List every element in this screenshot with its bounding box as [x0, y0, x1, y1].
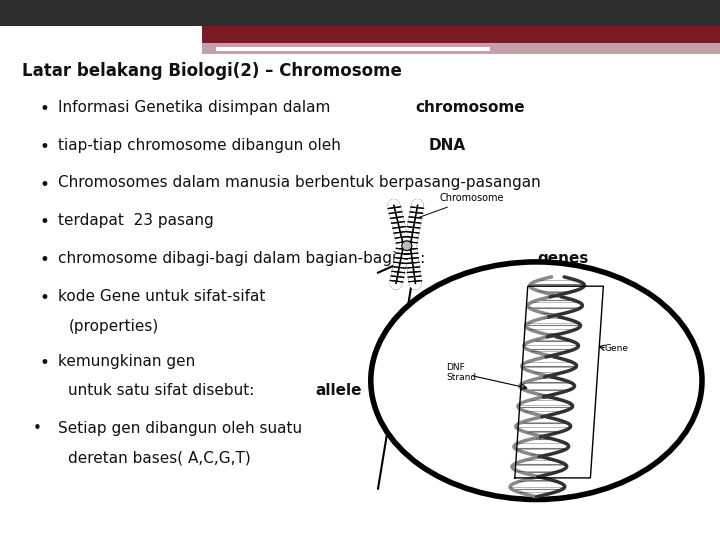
FancyBboxPatch shape — [0, 0, 720, 26]
Text: kemungkinan gen: kemungkinan gen — [58, 354, 195, 369]
Ellipse shape — [371, 262, 702, 500]
Text: Informasi Genetika disimpan dalam: Informasi Genetika disimpan dalam — [58, 100, 335, 115]
Text: untuk satu sifat disebut:: untuk satu sifat disebut: — [68, 383, 260, 399]
FancyBboxPatch shape — [202, 43, 720, 54]
Text: kode Gene untuk sifat-sifat: kode Gene untuk sifat-sifat — [58, 289, 265, 304]
Text: •: • — [40, 354, 50, 372]
Text: •: • — [40, 251, 50, 269]
Text: DNF
Strand: DNF Strand — [446, 363, 477, 382]
Text: •: • — [40, 176, 50, 193]
Text: Latar belakang Biologi(2) – Chromosome: Latar belakang Biologi(2) – Chromosome — [22, 62, 402, 80]
Text: chromosome dibagi-bagi dalam bagian-bagian :: chromosome dibagi-bagi dalam bagian-bagi… — [58, 251, 430, 266]
Text: Chromosomes dalam manusia berbentuk berpasang-pasangan: Chromosomes dalam manusia berbentuk berp… — [58, 176, 540, 191]
Text: tiap-tiap chromosome dibangun oleh: tiap-tiap chromosome dibangun oleh — [58, 138, 346, 153]
Text: chromosome: chromosome — [415, 100, 525, 115]
Text: deretan bases( A,C,G,T): deretan bases( A,C,G,T) — [68, 451, 251, 466]
Text: •: • — [40, 213, 50, 231]
Ellipse shape — [402, 241, 412, 251]
Text: allele: allele — [315, 383, 361, 399]
Text: •: • — [40, 138, 50, 156]
Text: genes: genes — [538, 251, 589, 266]
Text: Setiap gen dibangun oleh suatu: Setiap gen dibangun oleh suatu — [58, 421, 302, 436]
Text: terdapat  23 pasang: terdapat 23 pasang — [58, 213, 213, 228]
Text: •: • — [32, 421, 41, 436]
Text: (properties): (properties) — [68, 319, 158, 334]
FancyBboxPatch shape — [202, 26, 720, 44]
Text: DNA: DNA — [429, 138, 466, 153]
FancyBboxPatch shape — [216, 47, 490, 51]
Text: Gene: Gene — [605, 344, 629, 353]
Text: •: • — [40, 289, 50, 307]
Text: Chromosome: Chromosome — [418, 193, 504, 218]
Text: •: • — [40, 100, 50, 118]
